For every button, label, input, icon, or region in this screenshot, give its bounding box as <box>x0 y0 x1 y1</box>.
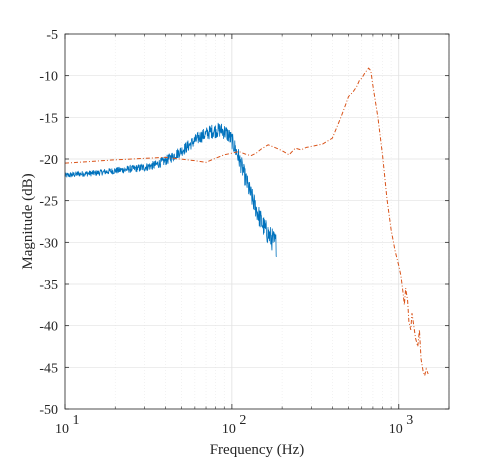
y-tick-label: -10 <box>39 70 58 85</box>
x-tick-label: 10 <box>389 422 403 437</box>
series-line-measured <box>64 122 277 258</box>
y-tick-label: -15 <box>39 111 58 126</box>
y-tick-label: -5 <box>46 28 58 43</box>
y-tick-label: -40 <box>39 320 58 335</box>
tick-marks <box>64 33 450 410</box>
y-tick-label: -30 <box>39 236 58 251</box>
y-tick-label: -25 <box>39 195 58 210</box>
y-tick-label: -45 <box>39 361 58 376</box>
series-line-model <box>64 67 429 378</box>
y-tick-label: -20 <box>39 153 58 168</box>
x-tick-label-exponent: 1 <box>73 413 80 428</box>
x-tick-label-exponent: 2 <box>239 413 246 428</box>
x-axis-title: Frequency (Hz) <box>210 442 305 458</box>
x-tick-label: 10 <box>55 422 69 437</box>
y-axis-title: Magnitude (dB) <box>20 173 36 269</box>
plot-area-frame <box>64 33 450 410</box>
series-layer <box>64 67 429 378</box>
y-tick-label: -35 <box>39 278 58 293</box>
y-tick-label: -50 <box>39 403 58 418</box>
x-tick-label-exponent: 3 <box>406 413 413 428</box>
x-tick-label: 10 <box>222 422 236 437</box>
